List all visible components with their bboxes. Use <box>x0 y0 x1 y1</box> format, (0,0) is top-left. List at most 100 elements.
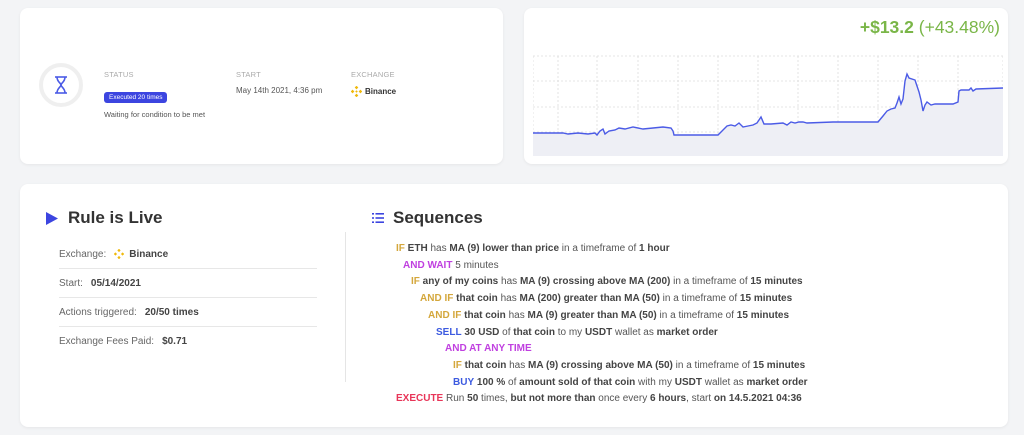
sequence-value: that coin <box>464 309 506 321</box>
sequence-text: has <box>497 293 520 305</box>
sequence-text: times, <box>478 393 511 405</box>
rule-card: Rule is Live Exchange: Binance Start: 05… <box>20 184 1008 427</box>
status-subtext: Waiting for condition to be met <box>104 110 206 119</box>
sequence-text: Run <box>443 393 468 405</box>
sequence-keyword: BUY <box>453 376 475 388</box>
info-label: Actions triggered: <box>59 306 137 318</box>
sequence-value: that coin <box>513 326 555 338</box>
sequence-text: 5 minutes <box>452 259 499 271</box>
vertical-divider <box>345 232 346 382</box>
sequence-text: to my <box>554 326 585 338</box>
sequence-value: 100 % <box>476 376 506 388</box>
sequence-value: USDT <box>674 376 702 388</box>
sequence-value: 15 minutes <box>750 276 803 288</box>
info-label: Start: <box>59 277 83 289</box>
sequence-value: MA (9) lower than price <box>449 243 560 254</box>
hourglass-icon <box>55 76 67 94</box>
profit-line-chart <box>533 55 1003 156</box>
sequence-text: of <box>505 376 520 388</box>
sequence-value: 15 minutes <box>752 359 806 371</box>
sequence-line: IF that coin has MA (9) crossing above M… <box>453 360 805 374</box>
sequence-text: in a timeframe of <box>559 243 640 254</box>
info-row-start: Start: 05/14/2021 <box>59 269 317 298</box>
start-column: START May 14th 2021, 4:36 pm <box>236 70 322 95</box>
sequence-value: market order <box>746 376 808 388</box>
sequence-value: ETH <box>407 243 428 254</box>
sequence-value: on 14.5.2021 04:36 <box>713 393 802 405</box>
sequence-text: wallet as <box>612 326 657 338</box>
info-value: $0.71 <box>162 336 188 347</box>
sequence-value: 15 minutes <box>736 309 790 321</box>
sequence-line: AND IF that coin has MA (200) greater th… <box>420 293 792 307</box>
info-value: 20/50 times <box>144 306 199 318</box>
sequence-value: market order <box>656 326 718 338</box>
sequence-value: amount sold of that coin <box>519 376 636 388</box>
sequence-line: AND WAIT 5 minutes <box>403 260 499 274</box>
rule-title-text: Rule is Live <box>68 208 163 227</box>
sequence-keyword: AND WAIT <box>403 259 453 271</box>
sequence-value: that coin <box>456 293 498 305</box>
info-row-exchange: Exchange: Binance <box>59 240 317 269</box>
profit-amount: +$13.2 <box>859 17 914 37</box>
status-column: STATUS Executed 20 times Waiting for con… <box>104 70 205 119</box>
exchange-value: Binance <box>351 86 396 97</box>
start-label: START <box>236 70 261 79</box>
sequence-line: BUY 100 % of amount sold of that coin wi… <box>453 377 808 391</box>
exchange-label: EXCHANGE <box>351 70 395 79</box>
exchange-name: Binance <box>365 87 397 96</box>
sequence-line: AND AT ANY TIME <box>445 343 532 357</box>
info-value: Binance <box>114 249 168 260</box>
sequence-value: 50 <box>467 393 479 405</box>
sequences-title-text: Sequences <box>393 208 483 227</box>
binance-logo-icon <box>114 249 125 259</box>
exchange-name: Binance <box>129 248 169 260</box>
profit-percent: (+43.48%) <box>918 17 1000 37</box>
sequences-title: Sequences <box>372 208 483 228</box>
sequence-text: with my <box>635 376 675 388</box>
info-row-actions-triggered: Actions triggered: 20/50 times <box>59 298 317 327</box>
sequence-text: has <box>505 309 528 321</box>
start-value: May 14th 2021, 4:36 pm <box>236 86 323 95</box>
sequence-value: MA (9) greater than MA (50) <box>527 309 657 321</box>
sequence-text: in a timeframe of <box>672 359 753 371</box>
info-value: 05/14/2021 <box>90 277 141 289</box>
sequence-value: 15 minutes <box>739 293 793 305</box>
sequence-value: but not more than <box>510 393 596 405</box>
info-label: Exchange Fees Paid: <box>59 336 155 347</box>
sequence-keyword: AND AT ANY TIME <box>445 343 532 355</box>
status-card: STATUS Executed 20 times Waiting for con… <box>20 8 503 164</box>
list-icon <box>372 213 384 223</box>
chart-area-fill <box>533 74 1003 156</box>
profit-chart-card: +$13.2 (+43.48%) <box>524 8 1008 164</box>
sequence-text: in a timeframe of <box>670 276 751 288</box>
rule-info-list: Exchange: Binance Start: 05/14/2021 Acti… <box>59 240 317 356</box>
sequence-value: MA (9) crossing above MA (50) <box>528 359 673 371</box>
sequence-text: , start <box>686 393 714 405</box>
sequence-keyword: AND IF <box>428 309 462 321</box>
info-row-fees-paid: Exchange Fees Paid: $0.71 <box>59 327 317 356</box>
sequence-value: MA (9) crossing above MA (200) <box>519 276 671 288</box>
sequence-value: any of my coins <box>422 276 499 288</box>
executed-badge: Executed 20 times <box>104 92 168 103</box>
sequence-keyword: IF <box>411 276 420 288</box>
sequence-value: 30 USD <box>464 326 500 338</box>
profit-summary: +$13.2 (+43.48%) <box>860 17 1000 38</box>
sequence-keyword: AND IF <box>420 293 454 305</box>
sequence-text: has <box>498 276 520 288</box>
sequence-value: MA (200) greater than MA (50) <box>519 293 660 305</box>
info-label: Exchange: <box>59 248 107 260</box>
rule-title: Rule is Live <box>46 208 162 228</box>
sequence-text: has <box>427 243 450 254</box>
sequence-line: EXECUTE Run 50 times, but not more than … <box>396 393 802 407</box>
sequence-text: in a timeframe of <box>659 293 740 305</box>
sequence-text: once every <box>595 393 650 405</box>
sequence-text: wallet as <box>701 376 747 388</box>
sequence-keyword: SELL <box>436 326 462 338</box>
status-label: STATUS <box>104 70 134 79</box>
sequence-line: SELL 30 USD of that coin to my USDT wall… <box>436 327 718 341</box>
hourglass-icon-ring <box>39 63 83 107</box>
sequence-value: 6 hours <box>649 393 687 405</box>
play-icon <box>46 211 58 225</box>
sequence-value: 1 hour <box>639 243 670 254</box>
sequence-line: IF ETH has MA (9) lower than price in a … <box>396 243 670 257</box>
